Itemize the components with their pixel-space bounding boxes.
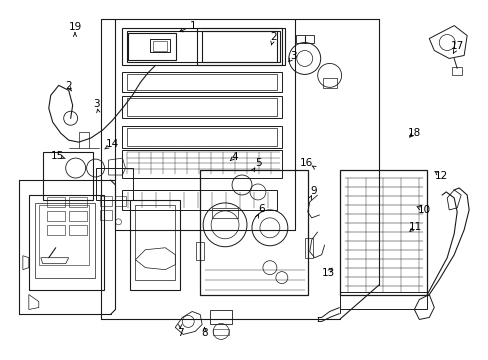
Bar [35, 203, 94, 278]
Bar [68, 225, 86, 235]
Bar [79, 132, 88, 148]
Bar [202, 31, 276, 62]
Text: 1: 1 [190, 21, 196, 31]
Bar [135, 205, 175, 280]
Text: 8: 8 [201, 328, 207, 338]
Text: 6: 6 [258, 204, 264, 215]
Bar [322, 78, 336, 88]
Bar [127, 128, 276, 146]
Text: 19: 19 [68, 22, 81, 32]
Bar [150, 39, 170, 53]
Text: 4: 4 [231, 152, 238, 162]
Bar [122, 190, 276, 210]
Text: 5: 5 [254, 158, 261, 168]
Bar [130, 200, 180, 289]
Bar [295, 35, 313, 42]
Bar [127, 31, 279, 62]
Bar [196, 242, 203, 260]
Bar [122, 96, 281, 118]
Bar [122, 126, 281, 148]
Text: 15: 15 [50, 150, 63, 161]
Bar [127, 75, 276, 90]
Bar [339, 292, 427, 310]
Bar [127, 98, 276, 116]
Bar [339, 170, 427, 294]
Bar [128, 32, 176, 60]
Text: 17: 17 [450, 41, 464, 50]
Bar [29, 195, 103, 289]
Text: 13: 13 [321, 267, 334, 278]
Bar [210, 310, 232, 324]
Bar [68, 211, 86, 221]
Text: 16: 16 [300, 158, 313, 168]
Text: 3: 3 [289, 51, 296, 61]
Bar [122, 72, 281, 92]
Text: 10: 10 [417, 206, 430, 216]
Text: 14: 14 [105, 139, 119, 149]
Bar [122, 28, 285, 66]
Text: 18: 18 [407, 128, 420, 138]
Bar [197, 28, 281, 66]
Bar [39, 205, 88, 265]
Bar [47, 211, 64, 221]
Bar [42, 152, 92, 200]
Bar [47, 197, 64, 207]
Text: 12: 12 [434, 171, 447, 181]
Bar [68, 197, 86, 207]
Bar [200, 170, 307, 294]
Text: 7: 7 [177, 328, 183, 338]
Bar [213, 329, 228, 336]
Bar [114, 196, 126, 206]
Bar [153, 41, 167, 50]
Bar [212, 208, 238, 218]
Bar [304, 238, 312, 258]
Bar [100, 210, 111, 220]
Text: 9: 9 [310, 186, 316, 196]
Bar [95, 168, 133, 200]
Text: 2: 2 [270, 32, 277, 41]
Text: 3: 3 [93, 99, 100, 109]
Text: 2: 2 [65, 81, 71, 91]
Bar [451, 67, 461, 75]
Bar [47, 225, 64, 235]
Bar [122, 150, 281, 178]
Bar [100, 196, 111, 206]
Text: 11: 11 [407, 222, 421, 232]
